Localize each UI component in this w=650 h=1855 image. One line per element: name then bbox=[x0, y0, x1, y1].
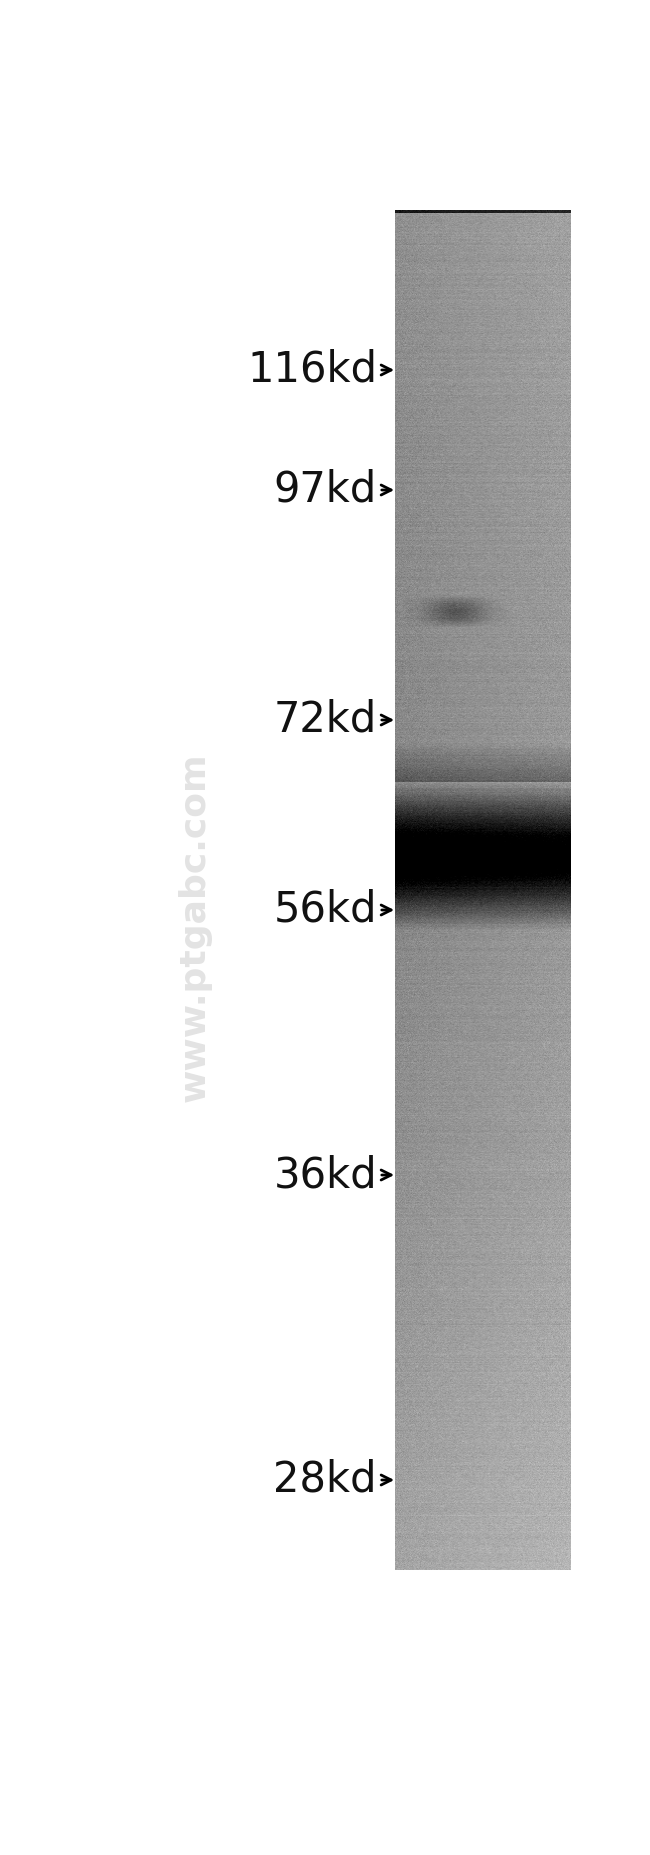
Text: www.ptgabc.com: www.ptgabc.com bbox=[178, 753, 212, 1102]
Text: 28kd: 28kd bbox=[274, 1460, 377, 1501]
Text: 97kd: 97kd bbox=[274, 469, 377, 510]
Text: 36kd: 36kd bbox=[274, 1154, 377, 1196]
Text: 116kd: 116kd bbox=[247, 349, 377, 391]
Text: 72kd: 72kd bbox=[274, 699, 377, 740]
Text: 56kd: 56kd bbox=[274, 889, 377, 931]
